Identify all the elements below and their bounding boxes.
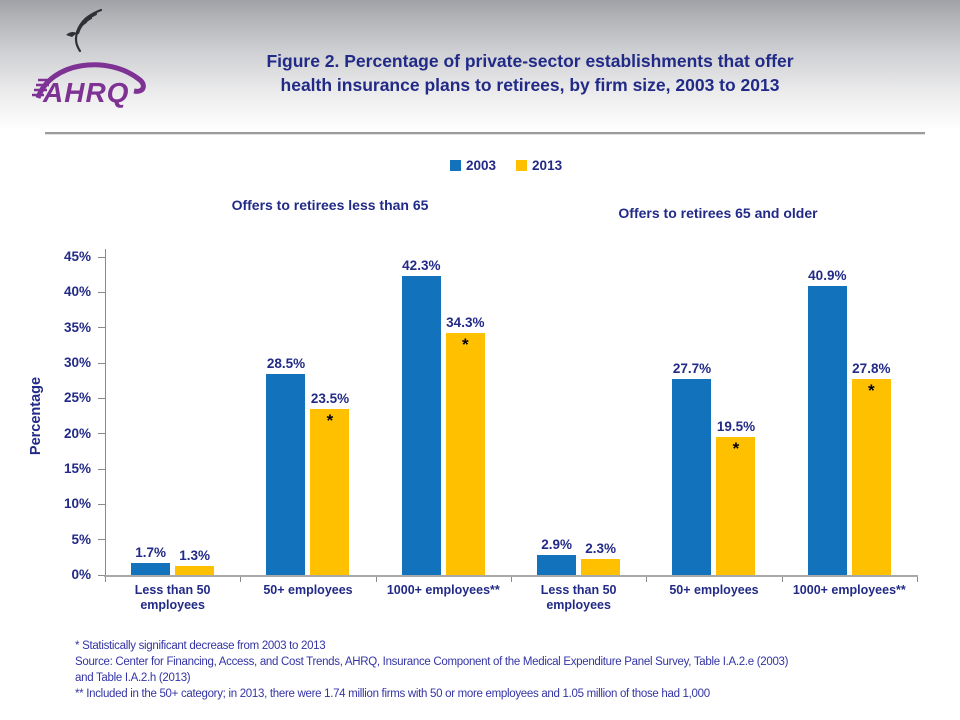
figure-title-line2: health insurance plans to retirees, by f…: [280, 75, 780, 95]
bar-value-label: 1.7%: [135, 545, 167, 560]
footnote-source-line1: Source: Center for Financing, Access, an…: [75, 656, 789, 668]
y-axis-tick: [98, 539, 105, 541]
bar-group-1: 1.7% 1.3% Less than 50 employees: [105, 257, 240, 612]
y-axis-tick-label: 40%: [63, 284, 91, 300]
y-axis-tick: [98, 362, 105, 364]
ahrq-wordmark: AHRQ: [32, 62, 146, 108]
footnote-category: ** Included in the 50+ category; in 2013…: [75, 688, 710, 700]
significance-star-marker: *: [732, 439, 740, 459]
bar-2003-group1: [131, 563, 171, 575]
x-axis-category-label: 1000+ employees**: [386, 583, 500, 597]
bar-2013-group6: *: [851, 378, 891, 575]
bar-2013-group2: *: [310, 408, 350, 575]
x-axis-category-label: 50+ employees: [263, 583, 353, 597]
y-axis-tick-label: 10%: [63, 496, 91, 512]
bar-value-label: 2.3%: [585, 540, 617, 556]
bar-2013-group1: [175, 565, 215, 575]
bar-value-label: 40.9%: [808, 267, 847, 283]
x-axis-tick: [917, 577, 918, 582]
figure-title-line1: Figure 2. Percentage of private-sector e…: [266, 51, 794, 71]
bar-2003-group2: [266, 373, 306, 575]
bar-2003-group3: [401, 276, 441, 575]
bar-value-label: 1.3%: [179, 547, 211, 563]
y-axis-tick: [98, 256, 105, 258]
legend-label-2003: 2003: [466, 158, 497, 173]
header-band: AHRQ Figure 2. Percentage of private-sec…: [0, 0, 960, 130]
bar-value-label: 28.5%: [266, 355, 306, 371]
bar-value-label: 19.5%: [716, 419, 756, 435]
bar-2013-group4: [581, 558, 621, 575]
plot-area: 0% 5% 10% 15% 20% 25% 30% 35% 40% 45% 1.7% 1.3% Less…: [64, 249, 918, 612]
x-axis-tick: [511, 577, 512, 582]
x-axis-category-label: 1000+ employees**: [792, 583, 906, 597]
panel-title-under-65: Offers to retirees less than 65: [231, 197, 429, 213]
x-axis-category-label: 50+ employees: [669, 583, 759, 597]
y-axis-line: [105, 249, 106, 576]
bar-value-label: 42.3%: [402, 258, 441, 274]
x-axis-tick: [646, 577, 648, 582]
bar-2003-group4: [537, 554, 577, 575]
legend-item-2003: 2003: [450, 158, 496, 173]
footnotes: * Statistically significant decrease fro…: [75, 638, 945, 702]
y-axis-tick-label: 0%: [71, 567, 91, 582]
significance-star-marker: *: [462, 334, 469, 354]
x-axis-tick: [375, 577, 377, 582]
bar-value-label: 2.9%: [541, 536, 573, 552]
legend-item-2013: 2013: [516, 158, 562, 173]
bar-2003-group6: [807, 285, 847, 575]
legend-swatch-2003-icon: [450, 160, 461, 171]
bar-group-6: 40.9% * 27.8% 1000+ employees**: [782, 257, 917, 597]
significance-star-marker: *: [326, 410, 334, 430]
figure-title: Figure 2. Percentage of private-sector e…: [165, 49, 895, 97]
chart-legend: 2003 2013: [450, 158, 562, 173]
panel-title-65-older: Offers to retirees 65 and older: [618, 205, 818, 221]
y-axis-tick-label: 15%: [63, 461, 91, 476]
bar-group-2: 28.5% * 23.5% 50+ employees: [240, 257, 375, 597]
y-axis-tick: [98, 503, 105, 505]
bar-value-label: 34.3%: [446, 314, 485, 330]
y-axis-tick-label: 35%: [63, 319, 91, 335]
bar-group-3: 42.3% * 34.3% 1000+ employees**: [376, 257, 511, 597]
x-axis-line: [104, 575, 918, 577]
y-axis-tick-label: 5%: [71, 531, 91, 547]
y-axis-tick: [98, 291, 105, 293]
y-axis-tick-label: 45%: [63, 249, 91, 264]
legend-swatch-2013-icon: [516, 160, 528, 171]
y-axis-tick-label: 30%: [63, 355, 91, 370]
bar-2013-group5: *: [716, 437, 756, 575]
bar-group-4: 2.9% 2.3% Less than 50 employees: [511, 257, 646, 612]
x-axis-tick: [105, 577, 106, 582]
y-axis-tick: [98, 468, 105, 470]
y-axis-tick-label: 25%: [63, 390, 91, 406]
footnote-source-line2: and Table I.A.2.h (2013): [75, 672, 191, 684]
x-axis-category-label: Less than 50 employees: [540, 583, 617, 612]
footnote-significance: * Statistically significant decrease fro…: [75, 640, 326, 652]
header-divider: [45, 132, 925, 135]
x-axis-category-label: Less than 50 employees: [134, 583, 211, 612]
significance-star-marker: *: [868, 380, 875, 400]
y-axis-tick: [98, 397, 105, 399]
ahrq-logo: AHRQ: [28, 2, 188, 120]
svg-text:AHRQ: AHRQ: [42, 77, 129, 108]
y-axis-tick: [98, 433, 105, 435]
legend-label-2013: 2013: [532, 158, 563, 173]
x-axis-tick: [240, 577, 242, 582]
bar-2003-group5: [672, 379, 712, 575]
x-axis-tick: [781, 577, 783, 582]
y-axis-tick: [98, 574, 105, 576]
bar-value-label: 27.7%: [672, 361, 712, 377]
y-axis-tick-label: 20%: [63, 425, 91, 441]
hhs-eagle-icon: [66, 8, 103, 53]
bar-value-label: 27.8%: [852, 360, 891, 376]
y-axis-tick: [98, 327, 105, 329]
bar-2013-group3: *: [445, 332, 485, 575]
bar-group-5: 27.7% * 19.5% 50+ employees: [646, 257, 781, 597]
bar-value-label: 23.5%: [310, 390, 350, 406]
